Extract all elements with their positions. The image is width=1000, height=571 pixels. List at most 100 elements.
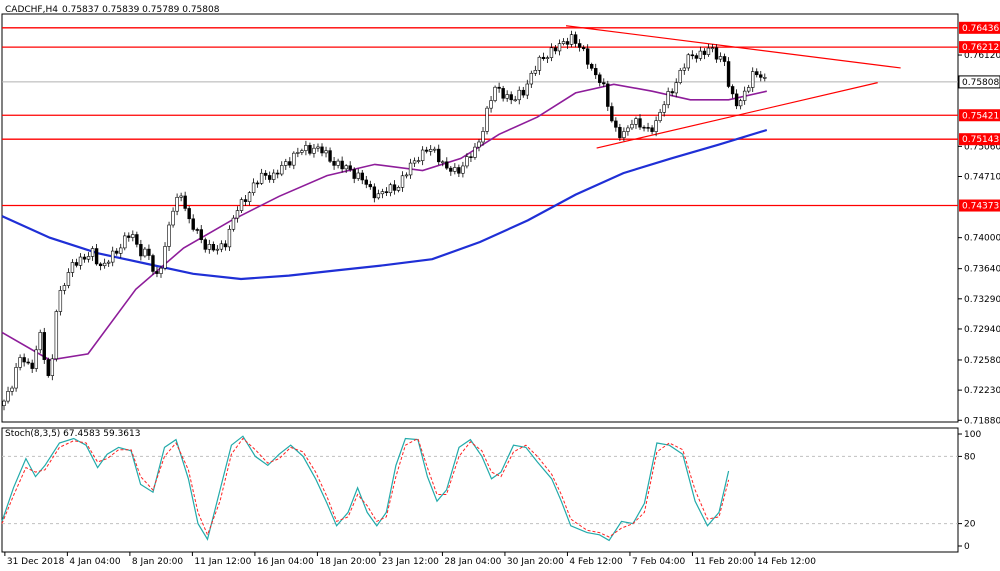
candle <box>324 146 328 158</box>
candle-body-bear <box>127 235 131 238</box>
candle-body-bear <box>598 74 602 83</box>
y-tick-label: 0.73290 <box>964 295 1000 305</box>
candle-body-bull <box>718 56 723 60</box>
price-panel-frame <box>1 13 959 423</box>
candle <box>569 30 574 48</box>
candle-body-bull <box>481 131 485 143</box>
candle <box>533 65 538 76</box>
candle <box>702 48 707 60</box>
candle <box>485 106 489 135</box>
candle <box>231 215 236 232</box>
candle-body-bull <box>662 104 666 113</box>
candle-body-bear <box>155 271 159 274</box>
candle-body-bear <box>759 74 763 78</box>
candle <box>658 108 662 123</box>
candle <box>461 161 465 178</box>
candle <box>163 242 167 271</box>
candle-body-bear <box>255 182 260 185</box>
candle-body-bear <box>332 161 336 166</box>
candle-body-bull <box>356 172 360 179</box>
slow-ma-line <box>1 128 768 281</box>
candle-body-bear <box>614 120 618 128</box>
candle-body-bull <box>102 262 107 267</box>
candle <box>763 73 767 82</box>
candle <box>360 169 364 185</box>
candle <box>259 168 264 186</box>
current-price-label: 0.75808 <box>962 78 999 88</box>
candle <box>541 52 546 61</box>
candle-body-bear <box>581 47 586 50</box>
candle-body-bear <box>98 263 103 267</box>
candle <box>690 50 695 60</box>
candle-body-bull <box>38 332 42 351</box>
candle-body-bull <box>336 160 340 166</box>
candle-body-bull <box>517 89 521 101</box>
candle <box>272 169 276 184</box>
candle-body-bull <box>408 162 413 176</box>
candle-body-bear <box>638 118 642 128</box>
candle <box>449 165 453 176</box>
candle-body-bull <box>123 235 127 249</box>
y-tick-label: 0.75060 <box>964 142 1000 152</box>
level-label: 0.74373 <box>962 202 999 212</box>
candle <box>38 329 42 354</box>
y-tick-label: 0.72230 <box>964 386 1000 396</box>
candle <box>368 180 373 190</box>
candle-body-bear <box>348 165 352 170</box>
candle-body-bull <box>90 248 95 257</box>
x-tick-label: 11 Jan 12:00 <box>194 557 251 567</box>
candle <box>557 39 562 56</box>
candle <box>115 248 119 256</box>
candle-body-bull <box>312 147 316 154</box>
candle <box>74 258 79 268</box>
candle <box>622 127 626 142</box>
candle-body-bull <box>376 193 381 199</box>
candle-body-bear <box>642 126 646 129</box>
candle-body-bull <box>674 82 678 94</box>
candle <box>505 90 509 102</box>
candle <box>66 268 71 289</box>
candle <box>441 160 445 167</box>
candle-body-bull <box>666 91 670 106</box>
candle <box>267 171 272 183</box>
candle-body-bull <box>159 267 163 274</box>
x-tick-label: 28 Jan 04:00 <box>444 557 501 567</box>
candle <box>473 143 477 160</box>
candle-body-bull <box>215 248 220 251</box>
candle <box>420 146 425 166</box>
candle-body-bull <box>219 243 224 250</box>
candle <box>755 68 759 78</box>
candle-body-bear <box>437 148 441 163</box>
candle-body-bull <box>751 71 755 88</box>
trendline <box>565 25 901 69</box>
candle-body-bear <box>449 167 453 172</box>
candle <box>694 53 699 63</box>
candle-body-bear <box>541 56 546 59</box>
candle-body-bear <box>368 184 373 188</box>
candle <box>372 183 377 203</box>
candle <box>2 399 6 411</box>
candle-body-bull <box>493 86 497 101</box>
candle <box>746 84 751 94</box>
candle-body-bull <box>441 161 445 164</box>
candle-body-bear <box>328 150 332 162</box>
candle-body-bear <box>577 43 582 48</box>
candle-body-bull <box>622 131 626 138</box>
candle-body-bear <box>585 48 590 65</box>
price-panel[interactable]: 0.76120 0.75060 0.74710 0.74000 0.73640 0.732… <box>1 13 1000 426</box>
candle-body-bull <box>412 160 417 164</box>
candle-body-bull <box>525 83 529 96</box>
level-label-box <box>959 21 1000 34</box>
candle <box>726 57 731 89</box>
trendline <box>596 82 878 149</box>
candle <box>549 43 554 62</box>
candle-body-bull <box>396 187 401 191</box>
candle <box>481 126 485 146</box>
candle-body-bear <box>392 184 397 191</box>
level-label-box <box>959 133 1000 146</box>
candle <box>698 46 703 61</box>
candle-body-bear <box>360 172 364 181</box>
candle <box>493 85 497 103</box>
candle-body-bull <box>14 367 18 389</box>
candle <box>320 143 324 157</box>
